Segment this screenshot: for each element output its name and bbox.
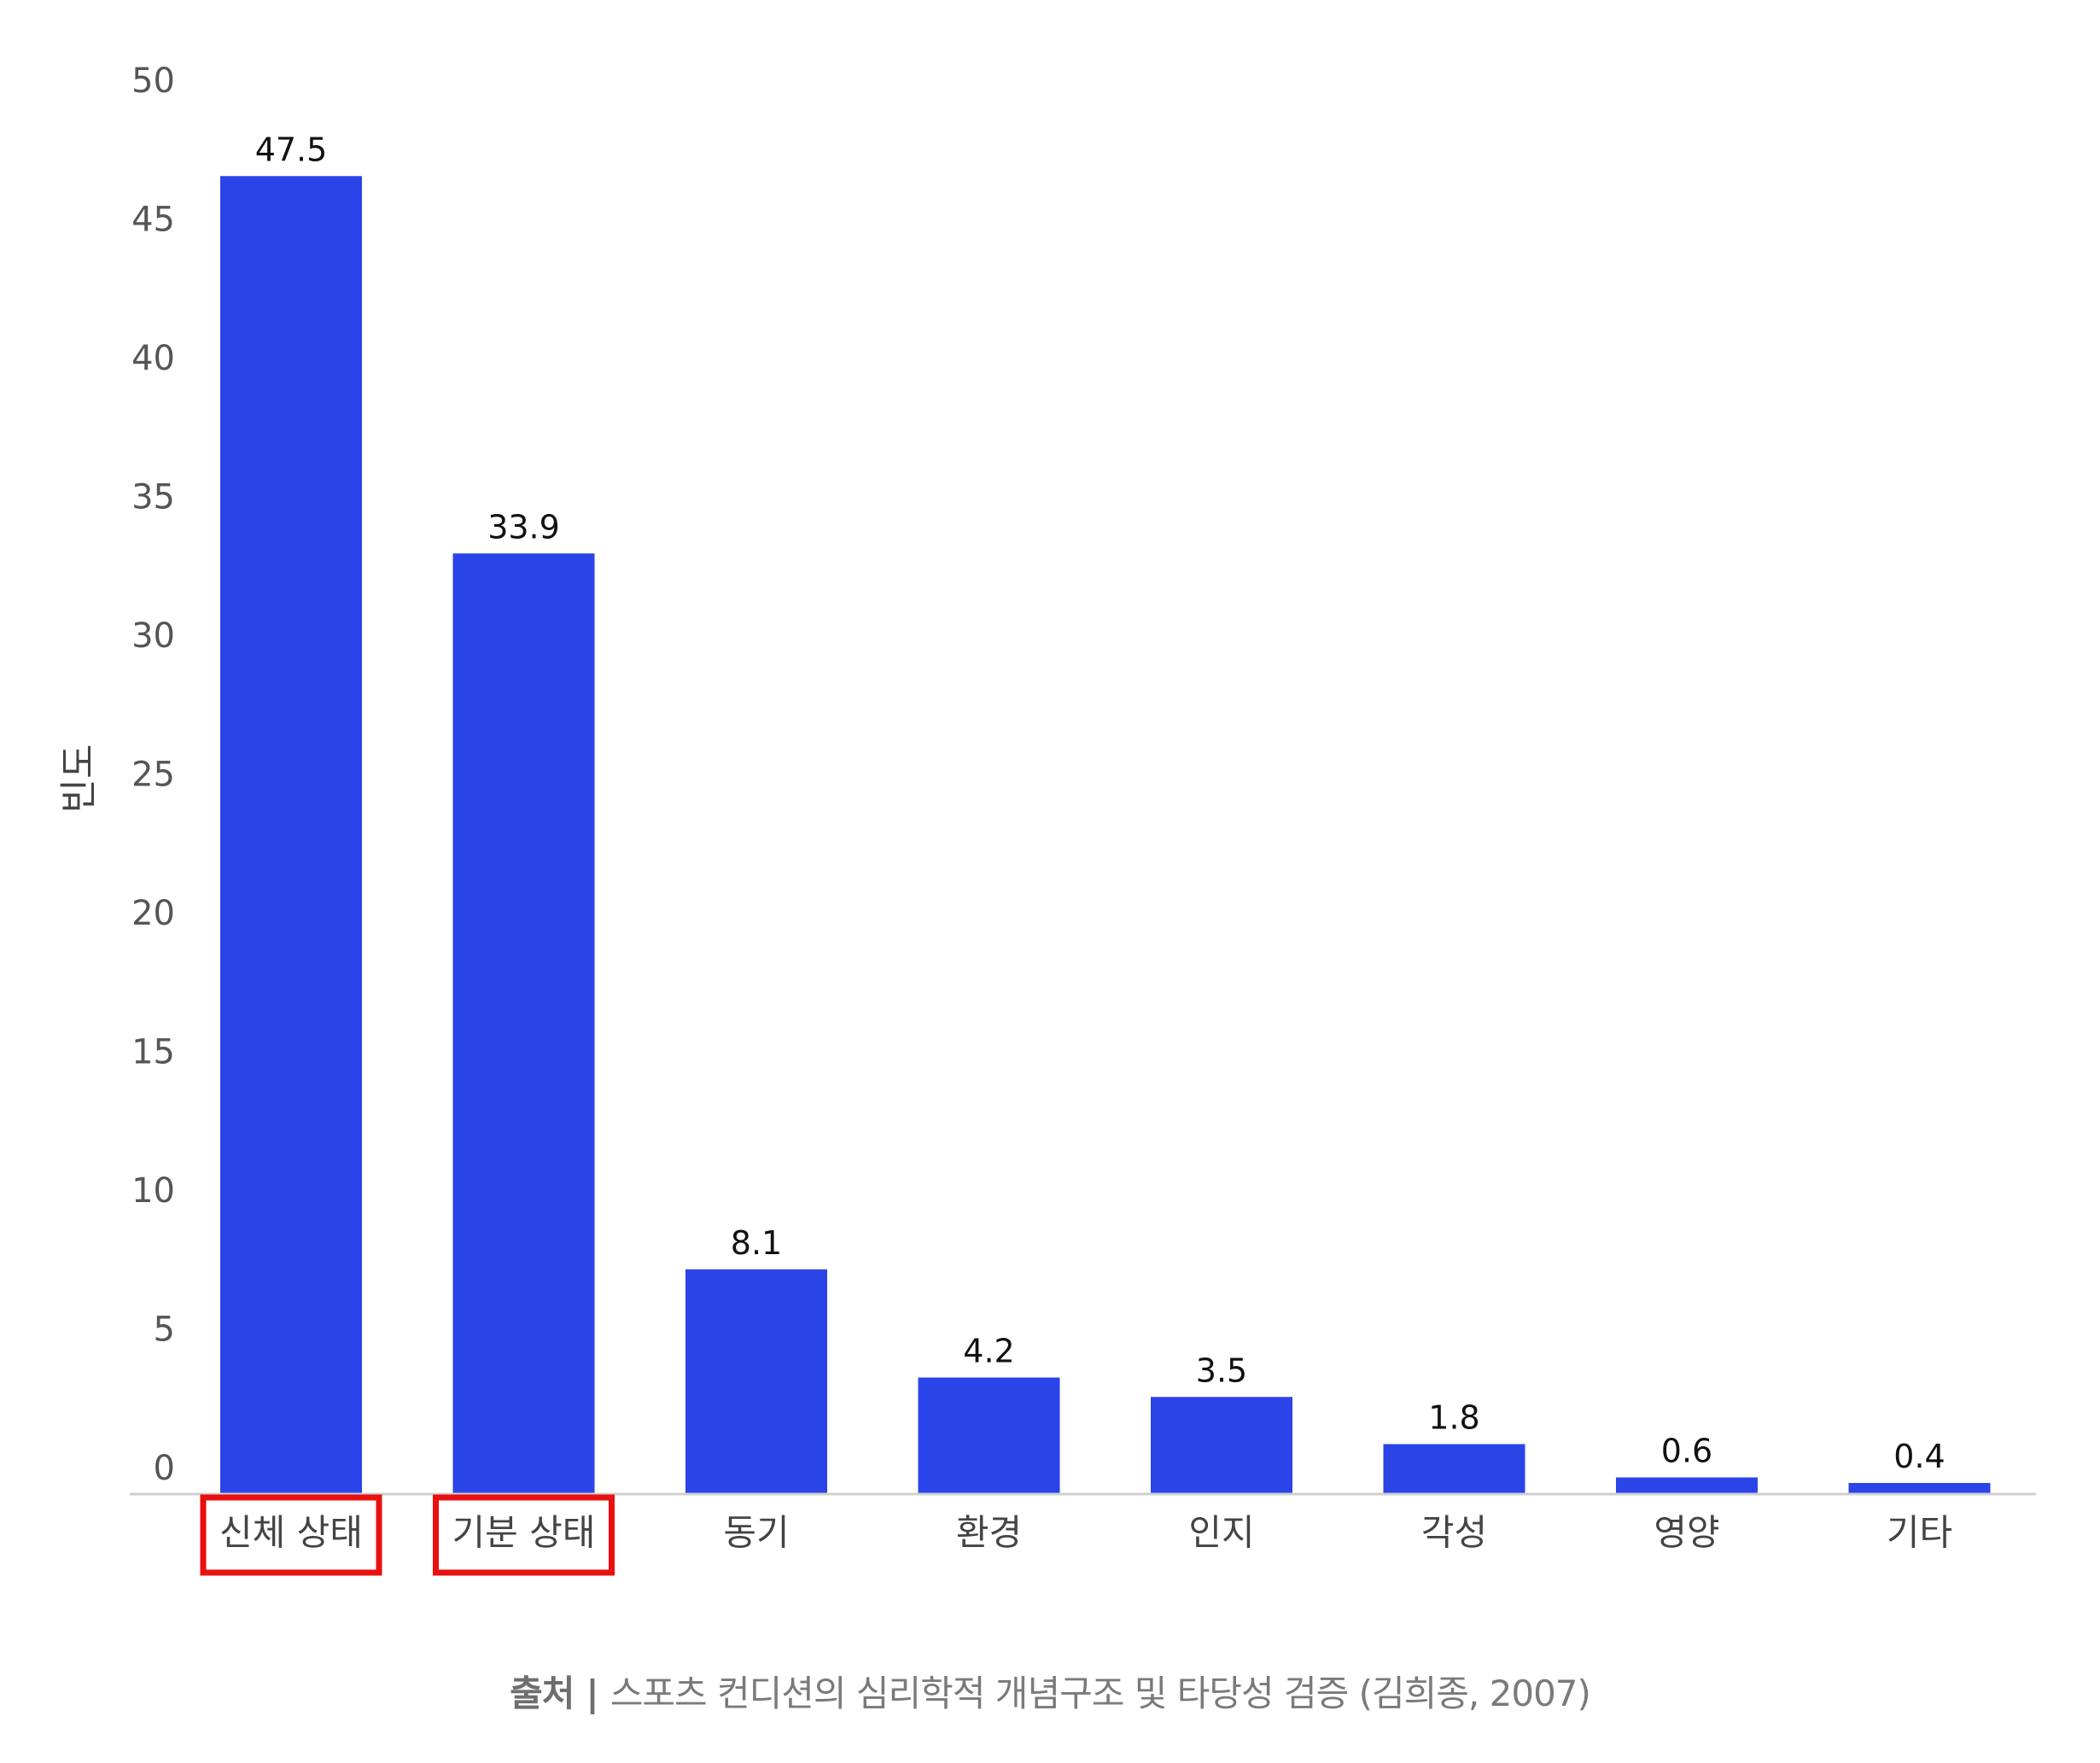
x-tick-label: 환경 — [956, 1512, 1022, 1554]
bar-value-label: 33.9 — [487, 508, 560, 546]
x-tick-label: 각성 — [1421, 1512, 1487, 1554]
category-labels: 신체 상태 기분 상태 동기 환경 인지 각성 영양 기타 — [219, 1512, 1952, 1554]
bar — [1616, 1477, 1758, 1494]
x-tick-label: 기타 — [1887, 1512, 1952, 1554]
highlight-box — [433, 1494, 615, 1576]
bar — [1848, 1483, 1991, 1494]
bar — [1151, 1397, 1292, 1494]
source-separator: | — [586, 1673, 598, 1714]
bar-value-label: 3.5 — [1196, 1351, 1247, 1389]
bar — [685, 1269, 827, 1494]
x-tick-label: 기분 상태 — [452, 1512, 596, 1554]
bar — [918, 1377, 1060, 1494]
value-labels: 47.5 33.9 8.1 4.2 3.5 1.8 0.6 0.4 — [255, 131, 1945, 1475]
highlight-box — [200, 1494, 382, 1576]
bars — [220, 176, 1991, 1494]
bar-value-label: 47.5 — [255, 131, 328, 168]
y-tick-label: 40 — [131, 339, 175, 378]
x-tick-label: 동기 — [723, 1512, 789, 1554]
y-tick-label: 50 — [131, 61, 175, 101]
source-label: 출처 — [510, 1673, 575, 1714]
y-tick-label: 15 — [131, 1033, 175, 1072]
bar-value-label: 0.6 — [1661, 1433, 1712, 1470]
bar-value-label: 4.2 — [963, 1333, 1014, 1370]
y-tick-label: 45 — [131, 201, 175, 240]
bar-value-label: 0.4 — [1893, 1438, 1945, 1475]
y-axis-title: 빈도 — [57, 744, 101, 814]
bar — [1383, 1444, 1525, 1494]
y-tick-label: 25 — [131, 756, 175, 795]
bar-value-label: 1.8 — [1428, 1399, 1479, 1437]
x-tick-label: 영양 — [1654, 1512, 1719, 1554]
x-tick-label: 신체 상태 — [219, 1512, 363, 1554]
source-citation: 출처 | 스포츠 컨디션의 심리학적 개념구조 및 타당성 검증 (김희종, 200… — [0, 1665, 2100, 1717]
y-tick-label: 30 — [131, 616, 175, 656]
bar — [220, 176, 362, 1494]
y-tick-label: 5 — [154, 1311, 175, 1350]
y-tick-label: 10 — [131, 1171, 175, 1211]
y-tick-label: 35 — [131, 478, 175, 517]
source-text: 스포츠 컨디션의 심리학적 개념구조 및 타당성 검증 (김희종, 2007) — [610, 1673, 1591, 1714]
y-tick-label: 0 — [154, 1449, 175, 1488]
bar — [452, 553, 595, 1494]
x-tick-label: 인지 — [1188, 1512, 1254, 1554]
y-tick-label: 20 — [131, 894, 175, 933]
bar-value-label: 8.1 — [731, 1224, 782, 1262]
y-axis-ticks: 0 5 10 15 20 25 30 35 40 45 50 — [131, 61, 175, 1488]
highlight-boxes — [200, 1494, 615, 1576]
